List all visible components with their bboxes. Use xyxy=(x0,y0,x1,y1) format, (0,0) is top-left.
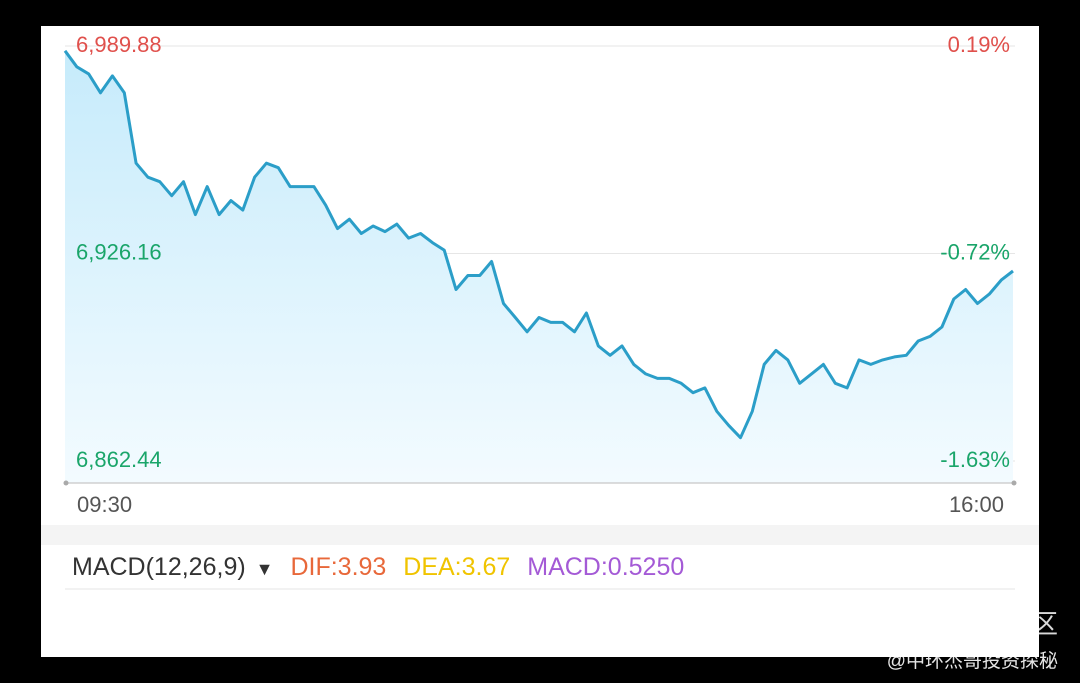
macd-header: MACD(12,26,9) ▼ DIF:3.93 DEA:3.67 MACD:0.… xyxy=(72,553,694,582)
x-tick-label: 09:30 xyxy=(77,492,132,517)
macd-label[interactable]: MACD(12,26,9) xyxy=(72,553,246,581)
area-fill xyxy=(65,50,1013,484)
dea-value: DEA:3.67 xyxy=(403,553,511,581)
axis-dot xyxy=(1011,480,1017,486)
y2-tick-label: -1.63% xyxy=(940,447,1010,472)
dropdown-arrow[interactable]: ▼ xyxy=(255,559,274,579)
axis-dot xyxy=(63,480,69,486)
watermark-logo: 老虎社区 xyxy=(953,609,1058,639)
y-tick-label: 6,926.16 xyxy=(76,239,162,264)
separator xyxy=(41,525,1039,545)
y2-tick-label: -0.72% xyxy=(940,239,1010,264)
y2-tick-label: 0.19% xyxy=(948,32,1010,57)
macd-value: MACD:0.5250 xyxy=(527,553,685,581)
y-tick-label: 6,989.88 xyxy=(76,32,162,57)
watermark-author: @中环杰哥投资探秘 xyxy=(886,651,1058,672)
dif-value: DIF:3.93 xyxy=(290,553,387,581)
x-tick-label: 16:00 xyxy=(949,492,1004,517)
y-tick-label: 6,862.44 xyxy=(76,447,162,472)
price-line xyxy=(63,49,1014,440)
